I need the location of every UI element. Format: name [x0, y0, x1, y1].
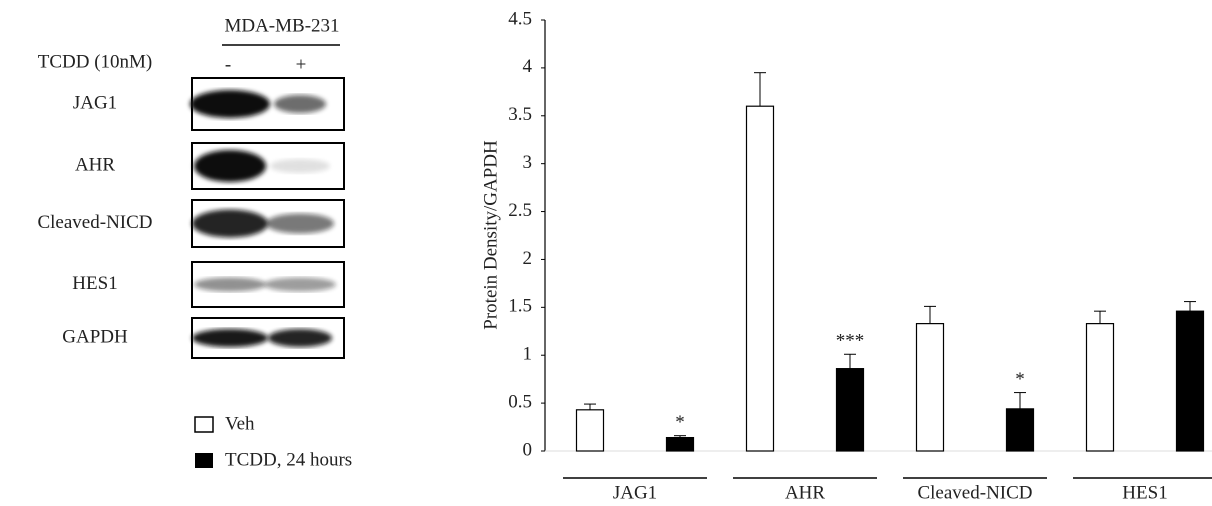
- y-tick-label: 1.5: [508, 296, 532, 317]
- y-tick-label: 3: [523, 152, 533, 173]
- y-tick-label: 2: [523, 248, 533, 269]
- cell-line: MDA-MB-231: [224, 15, 339, 36]
- bar: [747, 106, 774, 451]
- blot-band: [190, 90, 270, 118]
- figure: MDA-MB-231 TCDD (10nM) - + Veh TCDD, 24 …: [0, 0, 1212, 506]
- significance: *: [675, 412, 685, 433]
- blot-band: [268, 329, 332, 347]
- y-tick-label: 1: [523, 344, 533, 365]
- bar: [1007, 409, 1034, 451]
- blot-band: [194, 150, 266, 182]
- blot-band: [194, 278, 266, 292]
- y-tick-label: 0: [523, 439, 533, 460]
- bar: [1177, 311, 1204, 451]
- bar: [667, 438, 694, 451]
- significance: *: [1015, 369, 1025, 390]
- blot-band: [192, 210, 268, 238]
- y-axis-label: Protein Density/GAPDH: [480, 140, 501, 330]
- bar: [837, 369, 864, 451]
- x-tick-label: HES1: [1122, 482, 1167, 503]
- blot-band: [270, 159, 330, 173]
- bar: [577, 410, 604, 451]
- blot-band: [192, 329, 268, 347]
- legend-swatch: [195, 417, 213, 432]
- y-tick-label: 0.5: [508, 391, 532, 412]
- blot-row-label: JAG1: [73, 92, 117, 113]
- bar: [1087, 324, 1114, 451]
- treatment: TCDD (10nM): [38, 51, 153, 72]
- blot-row-label: HES1: [72, 273, 117, 294]
- y-tick-label: 4: [523, 56, 533, 77]
- blot-band: [274, 95, 326, 113]
- x-tick-label: JAG1: [613, 482, 657, 503]
- legend-label: Veh: [225, 413, 255, 434]
- x-tick-label: Cleaved-NICD: [917, 482, 1032, 503]
- x-tick-label: AHR: [785, 482, 825, 503]
- blot-row-label: AHR: [75, 154, 115, 175]
- significance: ***: [836, 331, 865, 352]
- y-tick-label: 2.5: [508, 200, 532, 221]
- lane-label: +: [296, 54, 307, 75]
- blot-row-label: GAPDH: [62, 326, 128, 347]
- lane-label: -: [225, 54, 231, 75]
- blot-band: [266, 214, 334, 234]
- y-tick-label: 3.5: [508, 104, 532, 125]
- blot-band: [264, 278, 336, 292]
- y-tick-label: 4.5: [508, 8, 532, 29]
- legend-label: TCDD, 24 hours: [225, 449, 352, 470]
- bar: [917, 324, 944, 451]
- legend-swatch: [195, 453, 213, 468]
- blot-row-label: Cleaved-NICD: [37, 212, 152, 233]
